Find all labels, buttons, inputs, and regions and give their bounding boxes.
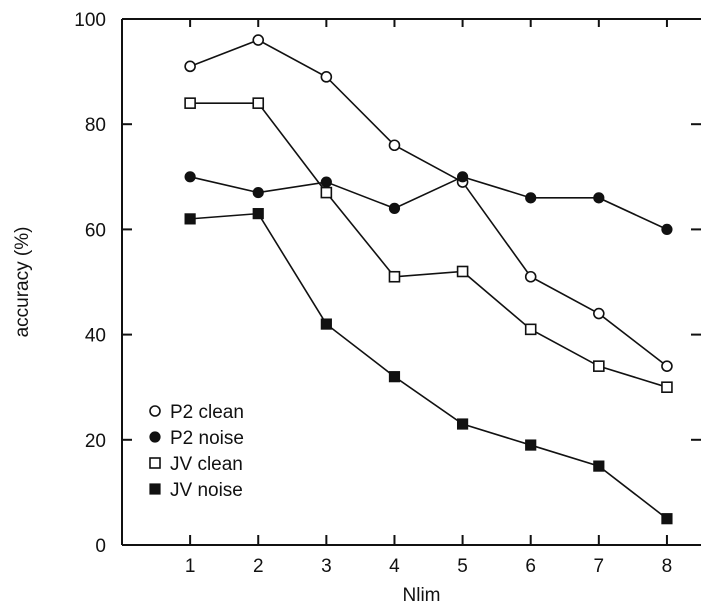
x-tick-label: 4 xyxy=(389,556,400,577)
y-tick-label: 0 xyxy=(95,536,106,557)
data-point-p2-clean xyxy=(184,60,196,73)
data-point-jv-clean xyxy=(184,97,196,109)
x-tick-label: 6 xyxy=(525,556,536,577)
data-point-p2-noise xyxy=(388,202,401,214)
series-line-jv-clean xyxy=(190,102,668,388)
data-point-jv-noise xyxy=(320,318,332,330)
plot-frame xyxy=(121,18,701,546)
data-point-jv-noise xyxy=(184,213,196,225)
y-tick-label: 20 xyxy=(85,431,106,452)
legend-marker-jv-clean xyxy=(149,457,161,469)
data-point-p2-noise xyxy=(525,192,537,204)
data-point-jv-noise xyxy=(388,371,401,383)
x-tick-label: 3 xyxy=(321,556,332,577)
data-point-jv-clean xyxy=(320,186,333,199)
legend-label-jv-clean: JV clean xyxy=(170,454,243,475)
series-jv-clean xyxy=(184,97,673,394)
series-layer xyxy=(184,34,673,525)
x-tick-label: 8 xyxy=(662,556,673,577)
series-line-p2-clean xyxy=(189,39,668,367)
legend-marker-p2-clean xyxy=(149,405,161,417)
data-point-jv-clean xyxy=(388,270,401,283)
series-line-jv-noise xyxy=(190,212,668,520)
x-tick-label: 2 xyxy=(253,556,264,577)
y-tick-label: 80 xyxy=(85,115,106,136)
data-point-p2-noise xyxy=(184,171,196,183)
data-point-p2-noise xyxy=(593,192,605,204)
legend: P2 clean P2 noise JV clean JV noise xyxy=(149,402,244,501)
legend-label-p2-noise: P2 noise xyxy=(170,428,244,449)
x-tick-label: 1 xyxy=(185,556,196,577)
data-point-p2-noise xyxy=(252,186,264,199)
y-tick-label: 100 xyxy=(74,10,106,31)
data-point-jv-noise xyxy=(661,513,673,525)
data-point-jv-noise xyxy=(252,208,264,220)
data-point-jv-clean xyxy=(456,265,469,278)
data-point-p2-noise xyxy=(456,171,469,183)
x-axis-label: Nlim xyxy=(403,585,441,606)
data-point-p2-clean xyxy=(252,34,265,46)
y-tick-label: 40 xyxy=(85,326,106,347)
data-point-p2-clean xyxy=(388,139,401,152)
data-point-p2-noise xyxy=(661,223,673,235)
legend-marker-p2-noise xyxy=(149,431,161,443)
x-tick-label: 5 xyxy=(457,556,468,577)
data-point-jv-clean xyxy=(661,381,673,394)
legend-label-p2-clean: P2 clean xyxy=(170,402,244,423)
data-point-p2-clean xyxy=(593,307,605,320)
legend-marker-jv-noise xyxy=(149,483,161,495)
data-point-jv-clean xyxy=(252,97,265,109)
data-point-jv-clean xyxy=(524,323,537,336)
series-p2-noise xyxy=(184,171,673,235)
data-point-jv-noise xyxy=(593,460,605,472)
x-tick-label: 7 xyxy=(594,556,605,577)
data-point-jv-noise xyxy=(525,439,537,451)
series-jv-noise xyxy=(184,208,673,525)
data-point-p2-noise xyxy=(320,176,332,188)
y-axis-label: accuracy (%) xyxy=(12,227,33,338)
data-point-jv-noise xyxy=(456,418,469,430)
series-line-p2-noise xyxy=(189,175,668,231)
data-point-p2-clean xyxy=(661,360,673,372)
axis-ticks: 0 20 40 60 80 100 1 2 3 4 5 6 7 8 xyxy=(74,10,701,577)
y-tick-label: 60 xyxy=(85,220,106,241)
data-point-p2-clean xyxy=(320,71,333,83)
data-point-p2-clean xyxy=(524,270,537,283)
legend-label-jv-noise: JV noise xyxy=(170,480,243,501)
data-point-jv-clean xyxy=(593,360,605,372)
